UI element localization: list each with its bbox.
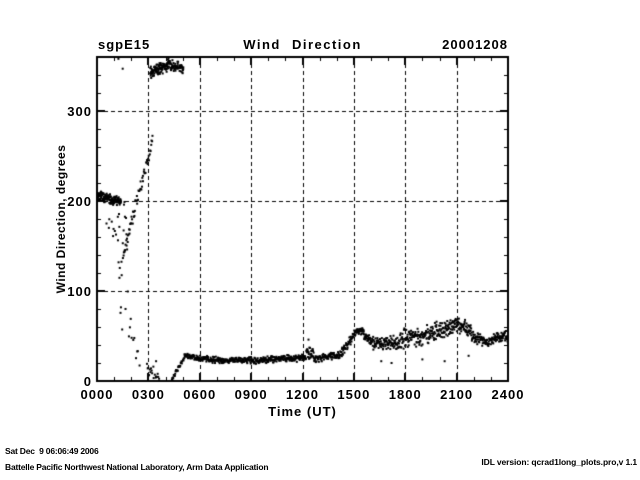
x-axis-title: Time (UT) xyxy=(268,404,337,419)
footer-version-info: IDL version: qcrad1long_plots.pro,v 1.1 … xyxy=(427,441,637,480)
footer-timestamp: Sat Dec 9 06:06:49 2006 xyxy=(5,446,99,456)
x-tick-label: 0600 xyxy=(183,387,217,402)
x-tick-label: 0000 xyxy=(80,387,114,402)
x-tick-label: 1500 xyxy=(337,387,371,402)
y-tick-label: 100 xyxy=(67,284,92,299)
x-tick-label: 2400 xyxy=(491,387,525,402)
x-tick-label: 1800 xyxy=(388,387,422,402)
footer-idl-version: IDL version: qcrad1long_plots.pro,v 1.1 xyxy=(481,456,637,467)
x-tick-label: 2100 xyxy=(440,387,474,402)
y-tick-label: 300 xyxy=(67,104,92,119)
y-tick-label: 200 xyxy=(67,194,92,209)
date-label: 20001208 xyxy=(442,37,508,52)
y-axis-title: Wind Direction, degrees xyxy=(54,144,68,294)
y-tick-label: 0 xyxy=(83,374,92,389)
x-tick-label: 1200 xyxy=(286,387,319,402)
footer-organization: Battelle Pacific Northwest National Labo… xyxy=(5,462,269,472)
x-tick-label: 0300 xyxy=(131,387,165,402)
facility-label: sgpE15 xyxy=(98,37,151,52)
x-tick-label: 0900 xyxy=(234,387,268,402)
chart-title: Wind Direction xyxy=(243,37,362,52)
